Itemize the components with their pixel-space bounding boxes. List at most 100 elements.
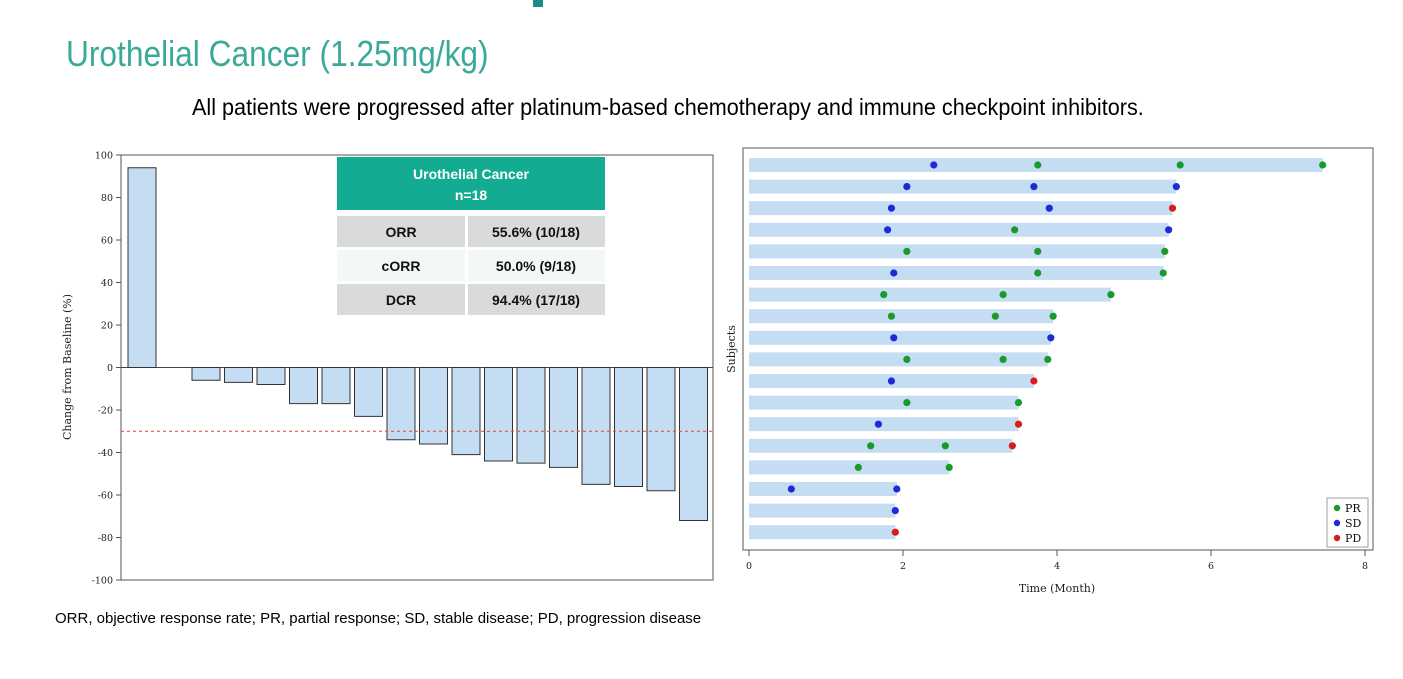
- response-marker: [890, 269, 898, 277]
- page-subtitle: All patients were progressed after plati…: [192, 94, 1144, 120]
- table-row-value: 94.4% (17/18): [492, 292, 580, 308]
- response-marker: [891, 507, 899, 515]
- waterfall-y-tick-label: 20: [101, 321, 113, 332]
- response-marker: [891, 528, 899, 536]
- waterfall-bar: [191, 367, 221, 381]
- waterfall-bar: [614, 367, 643, 487]
- response-marker: [1045, 204, 1053, 212]
- waterfall-chart: 100 80 60 40 20 0 -20 -40 -60 -80 -100 Change from…: [61, 151, 714, 587]
- response-marker: [854, 463, 862, 471]
- response-marker: [1011, 226, 1019, 234]
- response-marker: [1107, 291, 1115, 299]
- legend-marker: [1333, 534, 1341, 542]
- response-marker: [991, 312, 1000, 320]
- response-marker: [903, 247, 911, 255]
- waterfall-bar: [581, 367, 611, 485]
- waterfall-bar: [256, 367, 286, 385]
- waterfall-y-tick-label: -40: [98, 448, 113, 459]
- waterfall-bar: [549, 367, 578, 468]
- waterfall-bar: [516, 367, 546, 464]
- table-row-value: 50.0% (9/18): [496, 258, 576, 274]
- subject-lane: [749, 330, 1051, 345]
- response-marker: [1014, 399, 1023, 407]
- waterfall-y-tick-label: 40: [101, 278, 113, 289]
- waterfall-y-tick-label: -100: [92, 576, 113, 587]
- response-marker: [874, 420, 882, 428]
- response-marker: [945, 463, 953, 471]
- waterfall-y-tick-label: -20: [98, 406, 113, 417]
- subject-lane: [749, 438, 1013, 453]
- table-rows: ORR 55.6% (10/18) cORR 50.0% (9/18) DCR 94.4%…: [337, 216, 605, 315]
- waterfall-bar: [679, 367, 708, 521]
- legend-marker: [1333, 504, 1341, 512]
- swimmer-plot-frame: [742, 147, 1374, 551]
- table-value-cell: [468, 216, 605, 247]
- response-marker: [887, 312, 896, 320]
- response-marker: [903, 355, 911, 363]
- response-marker: [887, 377, 896, 385]
- footnote: ORR, objective response rate; PR, partia…: [55, 610, 702, 627]
- waterfall-bar: [127, 167, 157, 368]
- waterfall-bar: [646, 367, 676, 492]
- response-marker: [1168, 204, 1177, 212]
- subject-lane: [749, 482, 897, 496]
- top-accent-bar: [533, 0, 543, 7]
- waterfall-bar: [289, 367, 318, 405]
- response-marker: [1319, 161, 1327, 169]
- swimmer-x-tick-label: 2: [900, 561, 906, 572]
- table-row-label: ORR: [385, 224, 416, 240]
- page-title: Urothelial Cancer (1.25mg/kg): [66, 33, 489, 74]
- response-marker: [893, 485, 901, 493]
- legend-label: PD: [1345, 532, 1361, 545]
- response-marker: [1044, 355, 1052, 363]
- waterfall-bars: [127, 167, 708, 521]
- response-marker: [890, 334, 898, 342]
- swimmer-chart: 0 2 4 6 8 Time (Month) Subjects PR SD PD: [725, 147, 1374, 595]
- waterfall-y-tick-label: -80: [98, 533, 113, 544]
- swimmer-y-axis-title: Subjects: [725, 325, 738, 373]
- swimmer-x-tick-label: 4: [1054, 561, 1060, 572]
- response-marker: [1030, 377, 1038, 385]
- subject-lane: [749, 287, 1111, 302]
- subject-lane: [749, 525, 896, 540]
- subject-lane: [749, 395, 1019, 410]
- response-marker: [941, 442, 949, 450]
- subject-lane: [749, 266, 1164, 280]
- response-marker: [1030, 183, 1038, 191]
- swimmer-x-axis-title: Time (Month): [1019, 582, 1095, 595]
- table-value-cell: [468, 284, 605, 315]
- response-marker: [884, 226, 892, 234]
- subject-lane: [749, 179, 1177, 194]
- subject-lane: [749, 460, 950, 475]
- response-marker: [1034, 247, 1042, 255]
- swimmer-legend: PR SD PD: [1326, 497, 1369, 548]
- table-header-n: n=18: [455, 187, 488, 203]
- legend-label: PR: [1345, 502, 1361, 515]
- response-marker: [930, 161, 938, 169]
- response-marker: [903, 399, 911, 407]
- table-row-label: DCR: [386, 292, 416, 308]
- response-marker: [1014, 420, 1023, 428]
- waterfall-bar: [321, 367, 351, 405]
- response-marker: [999, 291, 1007, 299]
- response-marker: [787, 485, 795, 493]
- table-header-cell: [337, 157, 605, 210]
- waterfall-y-tick-label: 100: [95, 151, 113, 162]
- waterfall-bar: [419, 367, 448, 445]
- table-header-title: Urothelial Cancer: [413, 166, 529, 182]
- waterfall-bar: [484, 367, 513, 462]
- response-marker: [903, 183, 911, 191]
- subject-lane: [749, 503, 896, 518]
- response-marker: [880, 291, 888, 299]
- response-marker: [1008, 442, 1016, 450]
- swimmer-x-tick-label: 8: [1362, 561, 1368, 572]
- response-marker: [1049, 312, 1057, 320]
- waterfall-bar: [354, 367, 383, 417]
- waterfall-y-axis-title: Change from Baseline (%): [61, 294, 74, 440]
- response-marker: [999, 355, 1007, 363]
- subject-lane: [749, 309, 1054, 324]
- waterfall-bar: [451, 367, 481, 456]
- response-marker: [1172, 183, 1180, 191]
- legend-marker: [1333, 519, 1341, 527]
